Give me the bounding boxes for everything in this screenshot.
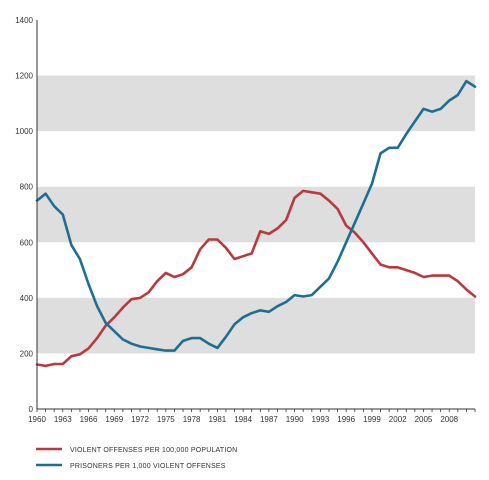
grid-band	[37, 186, 475, 243]
x-tick-label: 2008	[440, 415, 458, 424]
x-tick-label: 1978	[183, 415, 201, 424]
x-tick-label: 1996	[337, 415, 355, 424]
x-axis: 1960 1963 1966 1969 1972 1975 1978 1981 1984 1987…	[28, 409, 476, 424]
x-tick-label: 1969	[105, 415, 123, 424]
x-tick-label: 1963	[54, 415, 72, 424]
x-tick-label: 1975	[157, 415, 175, 424]
series-lines	[35, 79, 477, 368]
y-tick-label: 400	[20, 294, 34, 303]
x-tick-label: 1966	[80, 415, 98, 424]
x-tick-label: 2002	[389, 415, 407, 424]
x-tick-label: 1993	[312, 415, 330, 424]
x-tick-label: 1999	[363, 415, 381, 424]
y-tick-label: 0	[29, 405, 34, 414]
y-tick-label: 1000	[15, 127, 33, 136]
series-line-violent-offenses	[35, 189, 477, 368]
x-tick-label: 1987	[260, 415, 278, 424]
x-tick-label: 1972	[131, 415, 149, 424]
x-tick-label: 1990	[286, 415, 304, 424]
x-tick-label: 1981	[208, 415, 226, 424]
y-tick-label: 1200	[15, 72, 33, 81]
grid-band	[37, 297, 475, 354]
x-tick-label: 1960	[28, 415, 46, 424]
x-tick-label: 2005	[415, 415, 433, 424]
y-axis: 0 200 400 600 800 1000 1200 1400	[15, 16, 33, 414]
legend-label-prisoners: PRISONERS PER 1,000 VIOLENT OFFENSES	[70, 463, 226, 470]
y-tick-label: 1400	[15, 16, 33, 25]
series-line-prisoners	[35, 79, 477, 352]
legend: VIOLENT OFFENSES PER 100,000 POPULATION …	[36, 447, 237, 470]
y-tick-label: 600	[20, 238, 34, 247]
y-tick-label: 200	[20, 349, 34, 358]
legend-label-violent-offenses: VIOLENT OFFENSES PER 100,000 POPULATION	[70, 447, 237, 454]
grid-band	[37, 75, 475, 132]
grid-bands	[37, 75, 475, 354]
y-tick-label: 800	[20, 183, 34, 192]
x-tick-label: 1984	[234, 415, 252, 424]
